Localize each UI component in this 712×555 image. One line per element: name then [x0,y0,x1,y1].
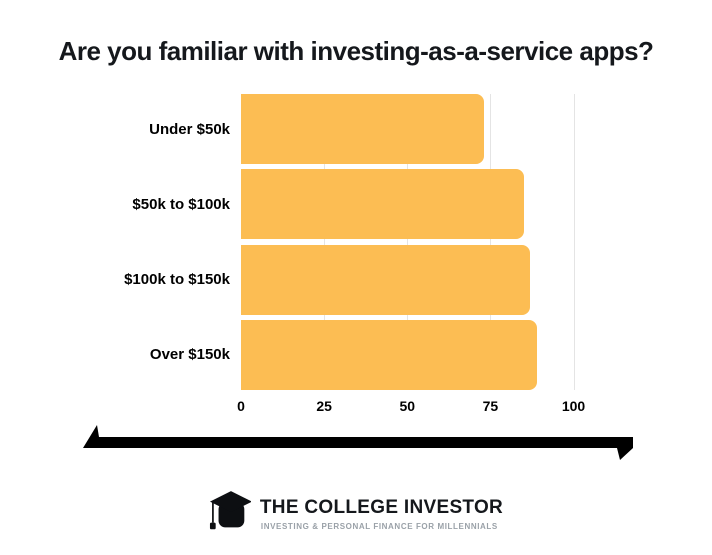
gridline-50 [407,94,409,390]
arrow-divider-icon [83,425,633,460]
bar-row [241,94,614,164]
graduation-cap-icon [209,491,251,530]
bar-$50k to $100k [241,169,524,240]
x-tick-label-50: 50 [399,398,416,414]
logo: THE COLLEGE INVESTOR INVESTING & PERSONA… [0,489,712,539]
logo-name: THE COLLEGE INVESTOR [259,497,504,519]
x-tick-label-100: 100 [561,398,586,414]
bar-row [241,319,614,390]
bar-row [241,169,614,240]
category-labels: Under $50k $50k to $100k $100k to $150k Ove… [0,94,230,390]
category-label: $50k to $100k [132,195,230,213]
category-label: Under $50k [149,120,230,138]
gridline-100 [573,94,575,390]
bar-$100k to $150k [241,244,531,315]
bars-container [241,94,614,390]
bar-row [241,244,614,315]
gridline-75 [490,94,492,390]
bar-Over $150k [241,319,537,390]
x-tick-label-25: 25 [316,398,332,414]
gridline-25 [324,94,326,390]
x-tick-label-75: 75 [482,398,499,414]
category-label: Over $150k [149,346,230,364]
category-label: $100k to $150k [124,271,230,289]
bar-Under $50k [241,94,484,164]
plot-area [241,94,614,390]
logo-text-block: THE COLLEGE INVESTOR INVESTING & PERSONA… [260,497,503,531]
x-axis-ticks: 0 25 50 75 100 [237,398,614,416]
logo-tagline: INVESTING & PERSONAL FINANCE FOR MILLENN… [260,521,498,531]
x-tick-label-0: 0 [237,398,245,414]
chart-title: Are you familiar with investing-as-a-ser… [58,36,654,66]
